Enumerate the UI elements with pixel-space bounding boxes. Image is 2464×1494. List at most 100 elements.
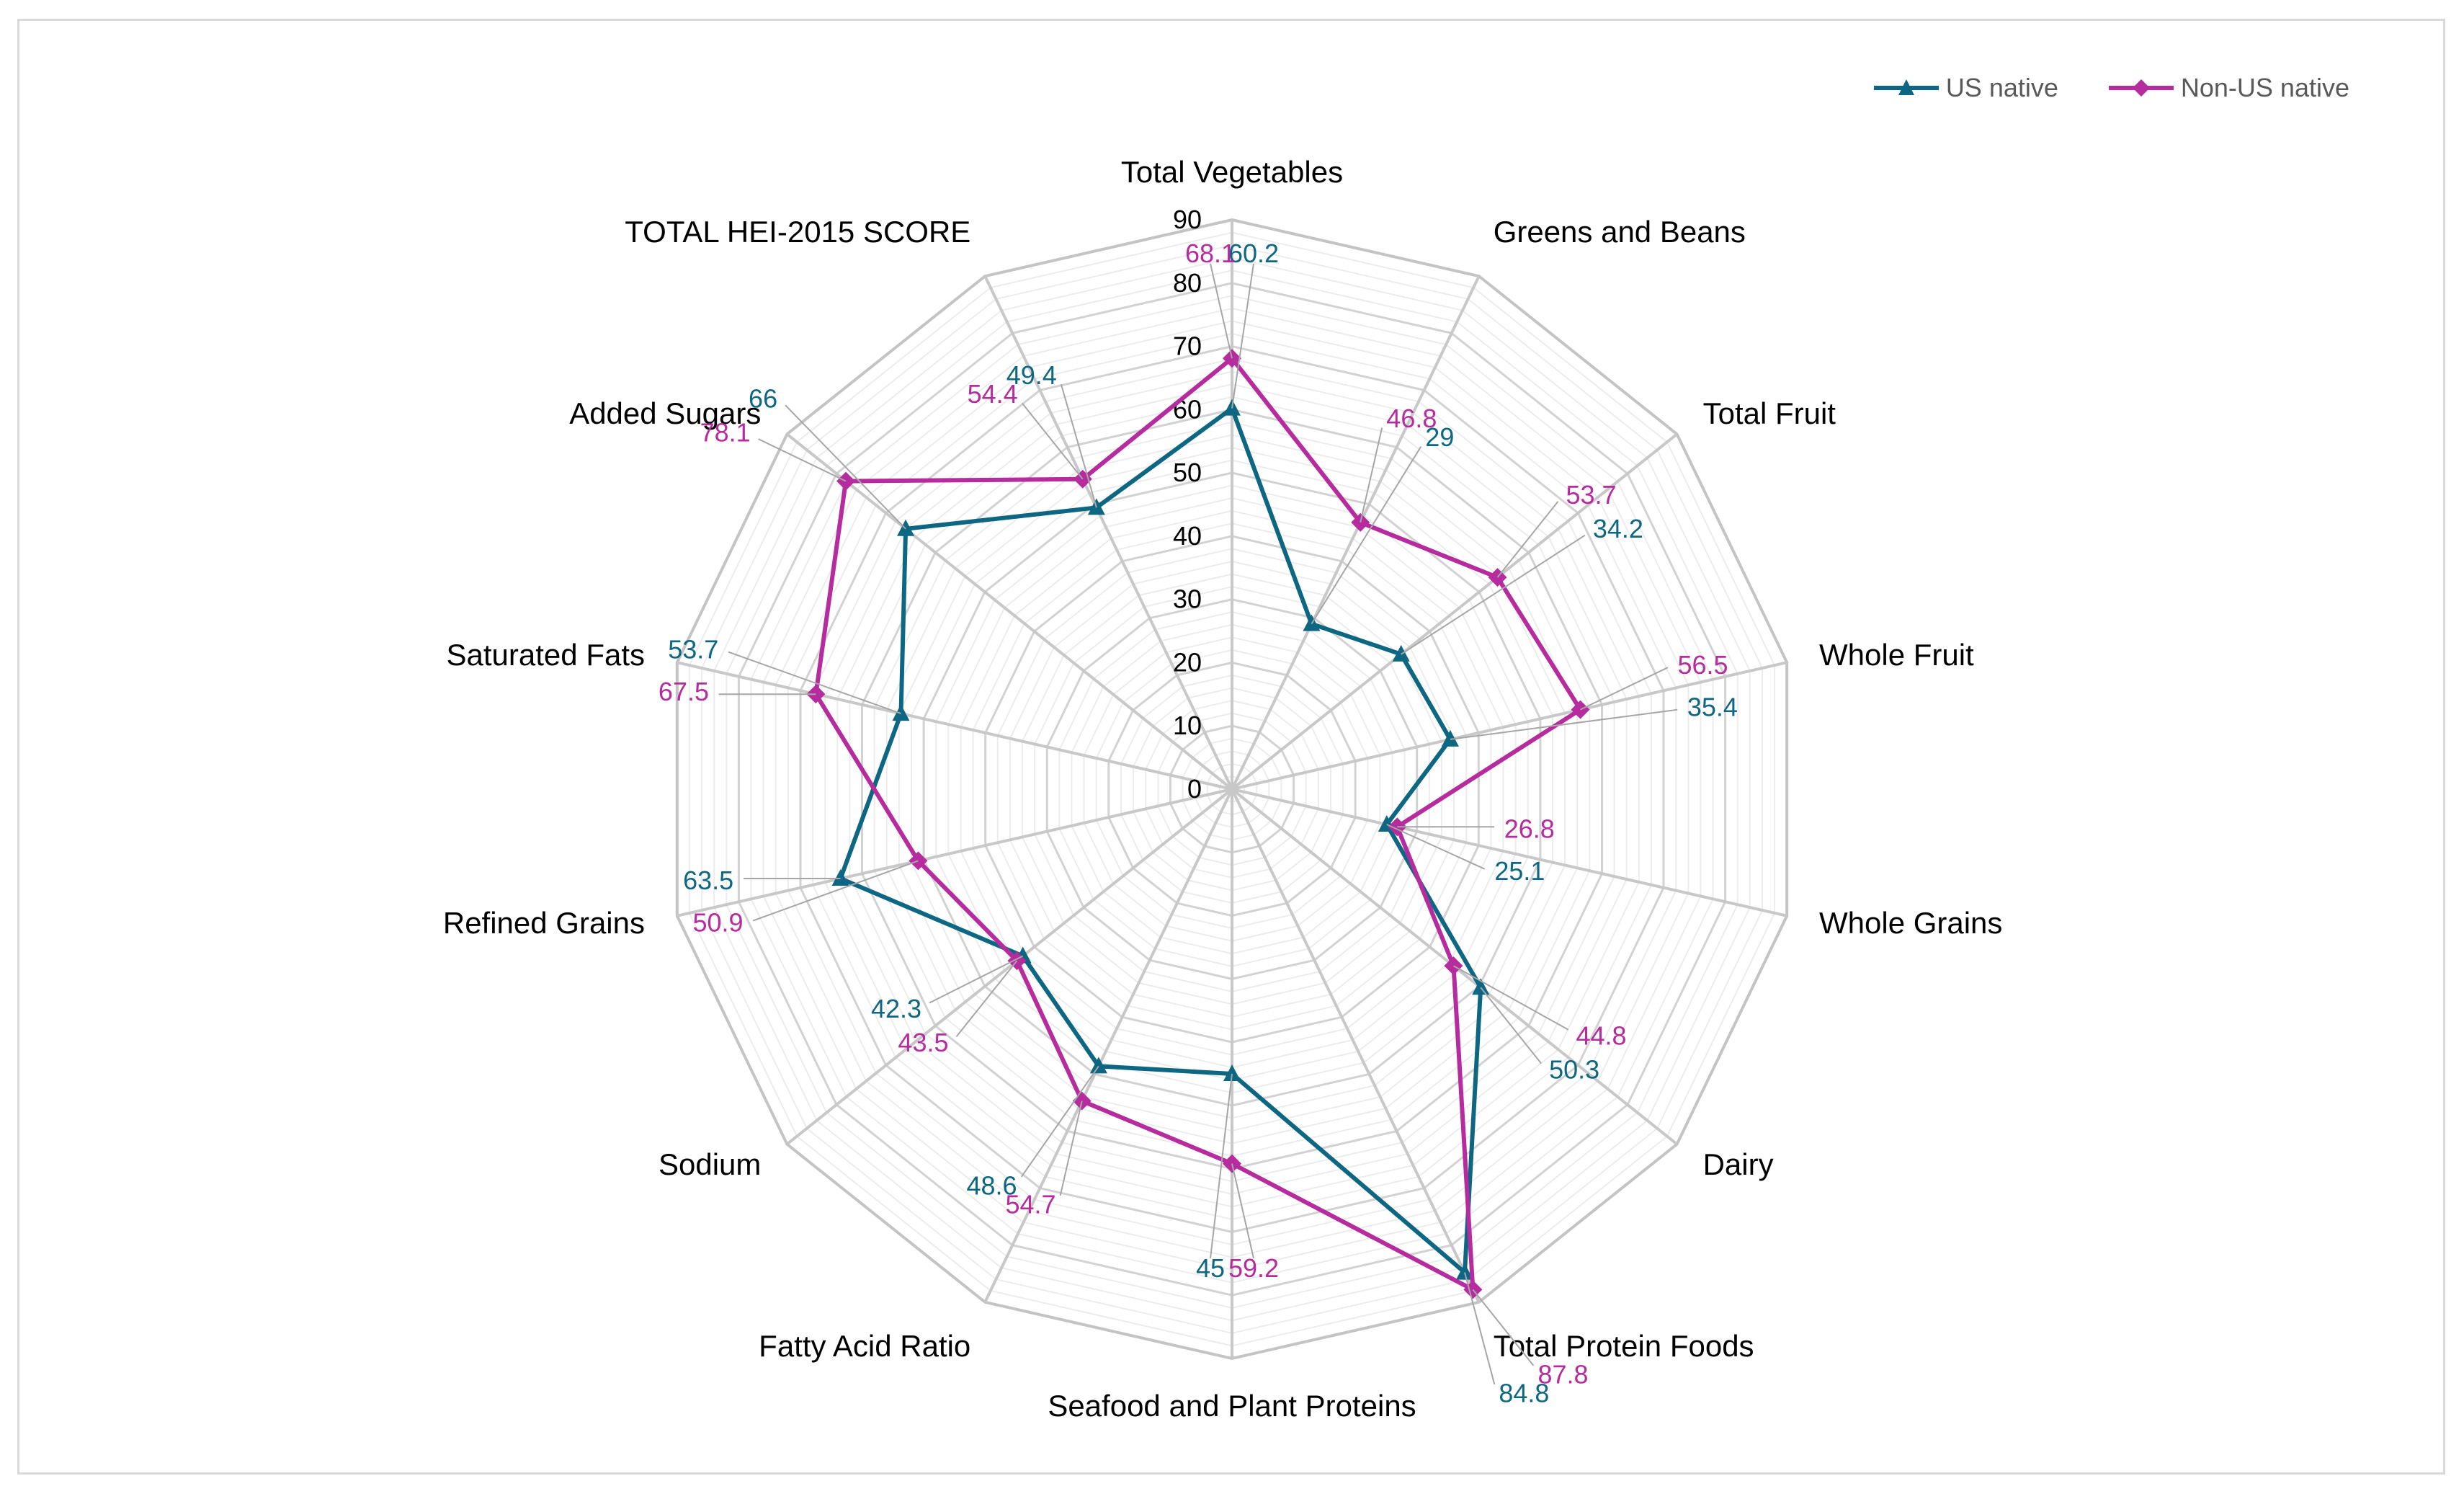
data-point[interactable] bbox=[909, 851, 928, 871]
diamond-marker-icon bbox=[2108, 79, 2174, 97]
leader-line bbox=[1231, 263, 1254, 409]
data-point[interactable] bbox=[831, 869, 849, 886]
data-point[interactable] bbox=[836, 471, 856, 491]
leader-line bbox=[1020, 1065, 1099, 1178]
tick-label: 30 bbox=[1173, 584, 1202, 614]
data-label: 29 bbox=[1425, 422, 1454, 452]
leader-line bbox=[1231, 1163, 1254, 1259]
data-label: 78.1 bbox=[700, 417, 751, 447]
category-label: Added Sugars bbox=[569, 396, 761, 430]
data-label: 66 bbox=[749, 384, 777, 414]
leader-line bbox=[1472, 1289, 1535, 1366]
data-point[interactable] bbox=[1571, 700, 1590, 719]
leader-line bbox=[1360, 427, 1383, 523]
leader-line bbox=[1453, 965, 1569, 1031]
tick-label: 50 bbox=[1173, 458, 1202, 487]
leader-line bbox=[929, 955, 1024, 1004]
tick-label: 20 bbox=[1173, 647, 1202, 677]
data-point[interactable] bbox=[1441, 729, 1459, 747]
category-label: Total Fruit bbox=[1703, 396, 1836, 430]
leader-line bbox=[1059, 1101, 1083, 1196]
legend-item-us-native[interactable]: US native bbox=[1873, 73, 2058, 103]
data-label: 25.1 bbox=[1494, 856, 1545, 886]
data-point[interactable] bbox=[1089, 1057, 1107, 1074]
leader-line bbox=[1450, 708, 1678, 740]
spoke bbox=[677, 661, 1233, 791]
data-point[interactable] bbox=[1444, 956, 1463, 976]
category-label: Whole Fruit bbox=[1819, 638, 1974, 672]
spoke bbox=[983, 275, 1233, 790]
legend: US native Non-US native bbox=[1873, 73, 2349, 103]
leader-line bbox=[1311, 446, 1422, 625]
data-label: 26.8 bbox=[1504, 814, 1555, 843]
data-label: 46.8 bbox=[1386, 404, 1437, 433]
data-label: 50.9 bbox=[693, 908, 744, 938]
data-point[interactable] bbox=[1223, 349, 1241, 368]
data-point[interactable] bbox=[1455, 1263, 1473, 1280]
leader-line bbox=[1496, 501, 1559, 578]
spoke bbox=[1231, 788, 1481, 1303]
leader-line bbox=[785, 404, 906, 530]
data-label: 87.8 bbox=[1538, 1359, 1589, 1389]
category-label: Total Vegetables bbox=[1121, 155, 1343, 189]
tick-label: 90 bbox=[1173, 205, 1202, 234]
data-label: 54.4 bbox=[968, 379, 1018, 409]
category-label: Whole Grains bbox=[1819, 906, 2002, 940]
data-label: 53.7 bbox=[1566, 480, 1617, 510]
category-label: TOTAL HEI-2015 SCORE bbox=[625, 215, 970, 249]
data-label: 34.2 bbox=[1593, 514, 1643, 543]
legend-label-us-native: US native bbox=[1945, 73, 2058, 102]
data-label: 67.5 bbox=[659, 677, 709, 706]
data-label: 35.4 bbox=[1687, 693, 1738, 722]
spoke bbox=[786, 432, 1233, 791]
data-label: 56.5 bbox=[1678, 650, 1728, 680]
spoke bbox=[1231, 275, 1481, 790]
leader-line bbox=[752, 860, 919, 922]
category-label: Dairy bbox=[1703, 1147, 1774, 1181]
category-label: Greens and Beans bbox=[1494, 215, 1746, 249]
leader-line bbox=[955, 960, 1018, 1038]
data-point[interactable] bbox=[1472, 978, 1490, 995]
spoke bbox=[983, 788, 1233, 1303]
data-label: 60.2 bbox=[1228, 239, 1279, 268]
tick-label: 60 bbox=[1173, 394, 1202, 424]
data-point[interactable] bbox=[1392, 644, 1410, 662]
data-label: 43.5 bbox=[898, 1028, 948, 1057]
data-label: 50.3 bbox=[1549, 1054, 1599, 1084]
data-label: 68.1 bbox=[1185, 239, 1236, 268]
legend-label-non-us-native: Non-US native bbox=[2180, 73, 2349, 102]
leader-line bbox=[1210, 263, 1233, 359]
data-label: 48.6 bbox=[967, 1171, 1017, 1201]
leader-line bbox=[1480, 987, 1542, 1064]
data-label: 42.3 bbox=[871, 994, 921, 1023]
leader-line bbox=[1464, 1272, 1496, 1384]
data-label: 84.8 bbox=[1499, 1378, 1549, 1408]
legend-item-non-us-native[interactable]: Non-US native bbox=[2108, 73, 2349, 103]
axis-ticks: 0 10 20 30 40 50 60 70 80 90 bbox=[1173, 205, 1202, 804]
leader-line bbox=[1401, 534, 1586, 655]
triangle-marker-icon bbox=[1873, 79, 1939, 95]
data-point[interactable] bbox=[892, 704, 910, 721]
data-label: 45 bbox=[1196, 1253, 1225, 1283]
spoke bbox=[786, 788, 1233, 1146]
category-labels: Total Vegetables Greens and Beans Total Fr… bbox=[443, 155, 2003, 1423]
data-point[interactable] bbox=[1463, 1280, 1483, 1299]
leader-line bbox=[1210, 1073, 1233, 1259]
data-label: 53.7 bbox=[668, 635, 718, 664]
tick-label: 70 bbox=[1173, 332, 1202, 361]
data-label: 59.2 bbox=[1228, 1253, 1279, 1283]
spoke bbox=[1231, 661, 1787, 791]
leader-line bbox=[1022, 402, 1084, 480]
data-point[interactable] bbox=[1223, 1064, 1241, 1081]
spoke bbox=[1231, 432, 1678, 791]
data-label: 54.7 bbox=[1006, 1190, 1056, 1219]
leader-line bbox=[1060, 384, 1097, 508]
category-label: Fatty Acid Ratio bbox=[759, 1329, 970, 1363]
category-label: Sodium bbox=[659, 1147, 761, 1181]
leader-line bbox=[758, 438, 847, 482]
tick-label: 10 bbox=[1173, 711, 1202, 740]
data-point[interactable] bbox=[897, 519, 915, 536]
tick-label: 0 bbox=[1187, 774, 1202, 804]
category-label: Seafood and Plant Proteins bbox=[1048, 1389, 1416, 1423]
